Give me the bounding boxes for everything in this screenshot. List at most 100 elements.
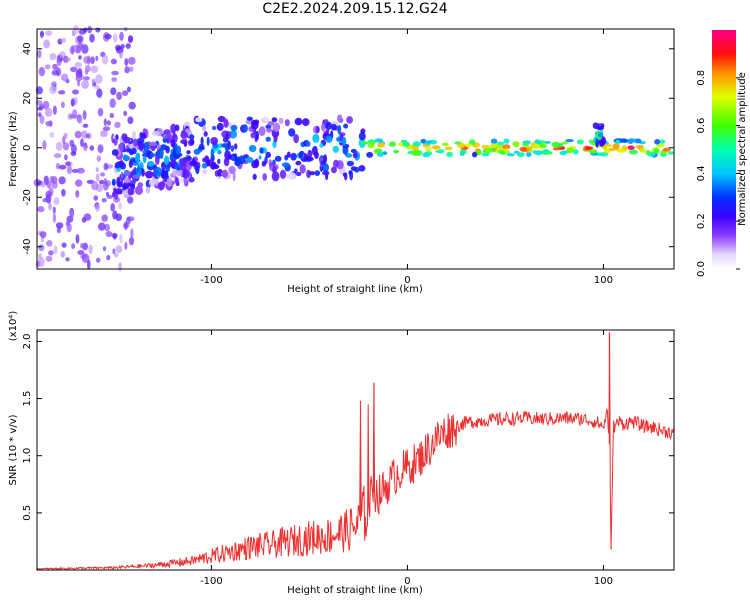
- spectrogram-cell: [122, 90, 129, 96]
- spectrogram-cell: [159, 152, 164, 159]
- spectrogram-cell: [44, 107, 53, 117]
- spectrogram-cell: [56, 227, 62, 234]
- snr-frame: [36, 329, 675, 571]
- spectrogram-cell: [189, 134, 195, 141]
- spectrogram-cell: [333, 159, 339, 168]
- spectrogram-cell: [299, 164, 306, 174]
- spectrogram-cell: [52, 105, 57, 115]
- spectrogram-cell: [102, 126, 111, 131]
- spectrogram-panel: -100 0 100 -40 -20 0 20 40 Height of straight …: [8, 24, 675, 295]
- spectrogram-cell: [95, 173, 100, 182]
- spectrogram-cell: [206, 136, 210, 146]
- spectrogram-cell: [58, 90, 66, 95]
- spectrogram-cell: [122, 189, 129, 195]
- spectrogram-cell: [223, 119, 229, 128]
- spectrogram-cell: [441, 142, 449, 147]
- spectrogram-cell: [38, 66, 46, 77]
- spectrogram-cell: [53, 197, 60, 206]
- spectrogram-cell: [124, 58, 129, 67]
- spectrogram-cell: [319, 143, 324, 148]
- spectrogram-cell: [48, 250, 54, 256]
- spectrogram-cell: [111, 77, 118, 82]
- spectrogram-cell: [231, 155, 236, 161]
- spectrogram-cell: [615, 139, 621, 144]
- spectrogram-cell: [110, 203, 116, 212]
- spectrogram-cell: [202, 125, 206, 132]
- spectrogram-cell: [425, 145, 432, 152]
- spectrogram-cell: [490, 138, 498, 144]
- spectrogram-cell: [127, 196, 134, 204]
- spectrogram-cell: [271, 117, 278, 123]
- spectrogram-cell: [600, 123, 605, 128]
- spectrogram-cell: [446, 151, 454, 157]
- spectrogram-cell: [114, 121, 121, 128]
- snr-y-tick-label: 1.5: [22, 391, 33, 407]
- snr-panel: -100 0 100 0.5 1.0 1.5 2.0 Height of straight…: [8, 311, 675, 596]
- spectrogram-cell: [104, 223, 110, 232]
- spectrogram-cell: [39, 30, 44, 39]
- spectrogram-cell: [204, 155, 210, 163]
- spectrogram-cell: [112, 248, 116, 255]
- spectrogram-cell: [111, 149, 119, 156]
- spectrogram-cell: [80, 138, 84, 148]
- spectrogram-cell: [46, 240, 53, 247]
- snr-y-ticks: 0.5 1.0 1.5 2.0: [22, 333, 674, 521]
- spectrogram-cell: [52, 213, 57, 223]
- colorbar-tick-label: 0.6: [696, 118, 707, 134]
- spectrogram-cell: [251, 121, 259, 130]
- spectrogram-cell: [60, 251, 65, 258]
- spectrogram-cell: [128, 101, 136, 110]
- spectrogram-cell: [69, 210, 74, 219]
- spectrogram-cell: [262, 117, 270, 122]
- spectrogram-cell: [210, 137, 219, 145]
- spectrogram-cell: [258, 155, 262, 160]
- spectrogram-cell: [361, 141, 369, 145]
- spectrogram-cell: [224, 150, 231, 160]
- spectrogram-y-tick-label: 0: [22, 145, 33, 151]
- spectrogram-cell: [38, 244, 45, 252]
- spectrogram-cell: [603, 149, 609, 154]
- spectrogram-cell: [35, 100, 43, 106]
- spectrogram-cell: [124, 241, 128, 250]
- spectrogram-cell: [349, 170, 354, 181]
- spectrogram-cell: [119, 51, 123, 59]
- snr-multiplier-label: (x10⁴): [8, 311, 19, 342]
- spectrogram-cell: [110, 58, 117, 65]
- spectrogram-cell: [252, 173, 257, 180]
- spectrogram-cell: [40, 182, 46, 188]
- spectrogram-cell: [170, 139, 176, 148]
- spectrogram-cell: [472, 151, 478, 158]
- spectrogram-cell: [53, 245, 58, 255]
- spectrogram-cell: [101, 198, 107, 203]
- spectrogram-cell: [512, 141, 520, 148]
- spectrogram-cell: [61, 188, 66, 197]
- spectrogram-cell: [377, 142, 386, 148]
- spectrogram-cell: [106, 254, 111, 261]
- spectrogram-cell: [234, 143, 238, 150]
- spectrogram-cell: [148, 179, 156, 187]
- spectrogram-cell: [186, 150, 191, 155]
- spectrogram-cell: [420, 138, 427, 144]
- spectrogram-cell: [60, 38, 66, 43]
- spectrogram-cell: [65, 161, 71, 166]
- spectrogram-cell: [216, 122, 224, 131]
- spectrogram-cell: [135, 185, 143, 195]
- spectrogram-cell: [49, 85, 57, 95]
- spectrogram-cell: [56, 57, 62, 67]
- spectrogram-cell: [91, 180, 99, 191]
- spectrogram-cell: [141, 132, 147, 140]
- spectrogram-cell: [165, 165, 170, 173]
- spectrogram-cell: [322, 163, 329, 173]
- spectrogram-cell: [189, 160, 197, 167]
- spectrogram-cell: [143, 141, 150, 152]
- spectrogram-cell: [320, 160, 326, 166]
- spectrogram-cell: [99, 179, 105, 185]
- spectrogram-cell: [76, 167, 85, 174]
- spectrogram-cell: [388, 141, 397, 147]
- spectrogram-cell: [82, 242, 88, 251]
- spectrogram-cell: [522, 142, 530, 147]
- spectrogram-cell: [149, 141, 158, 147]
- spectrogram-cell: [542, 149, 550, 155]
- spectrogram-cell: [116, 176, 121, 187]
